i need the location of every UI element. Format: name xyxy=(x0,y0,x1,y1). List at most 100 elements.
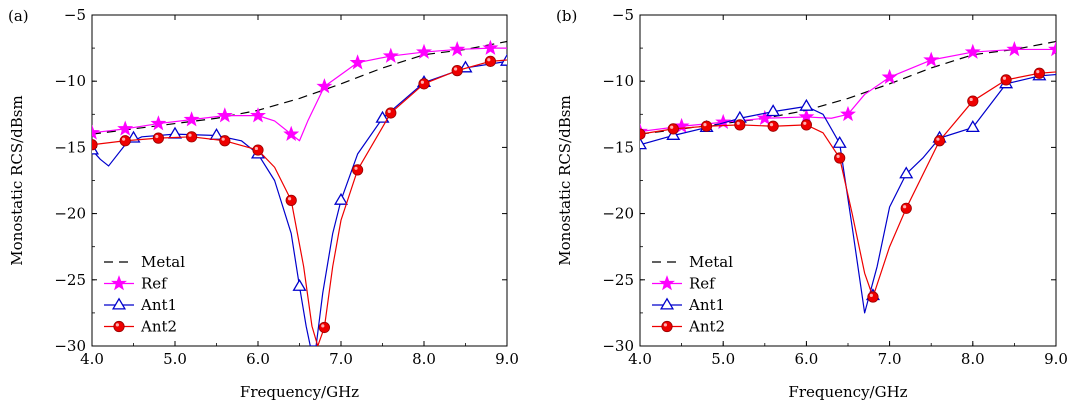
panel-b-legend-ant2-marker xyxy=(661,320,673,333)
panel-b-series-ant2-point-highlight xyxy=(736,121,740,125)
panel-a-x-tick-label: 7.0 xyxy=(329,350,353,368)
panel-b-series-ref-point xyxy=(840,105,856,122)
panel-b-x-tick-label: 8.0 xyxy=(961,350,985,368)
chart-panel-b: 4.0 5.0 6.0 7.0 8.0 9.0 −5 −10 −15 −20 −25 −30 Frequ… xyxy=(556,6,1068,401)
panel-b-legend-ref-label: Ref xyxy=(689,275,716,293)
panel-b-series-ant2-point xyxy=(967,95,979,107)
panel-a-legend: Metal Ref Ant1 Ant2 xyxy=(104,253,185,336)
panel-a-series-ant2-point-highlight xyxy=(122,137,126,141)
panel-b-x-axis-label: Frequency/GHz xyxy=(788,383,907,401)
panel-b-series-ant2-point-highlight xyxy=(869,293,873,298)
panel-b-panel-label: (b) xyxy=(556,7,577,25)
panel-a-series-ref-point xyxy=(416,43,432,59)
panel-a-series-ant2-point xyxy=(219,135,231,147)
panel-a-series-ref-point xyxy=(183,111,200,127)
panel-b-series-ref-point xyxy=(673,117,690,133)
panel-b-series-ant2-point xyxy=(734,119,746,131)
panel-b-series-ant1-point xyxy=(832,135,847,148)
panel-a-y-tick-label: −10 xyxy=(54,72,86,90)
panel-a-y-tick-label: −15 xyxy=(54,138,86,156)
panel-a-series-ref-line xyxy=(92,47,507,142)
panel-b-legend: Metal Ref Ant1 Ant2 xyxy=(652,253,733,336)
panel-b-y-tick-label: −10 xyxy=(602,72,634,90)
panel-a-series-ref-point xyxy=(316,78,333,94)
panel-b-series-ant2-point xyxy=(933,135,946,147)
panel-a-series-ant2-point-highlight xyxy=(321,324,325,328)
panel-a-legend-ref-marker xyxy=(111,275,127,291)
panel-a-series-ant2-point-highlight xyxy=(155,134,159,139)
panel-a-series-ant2-point xyxy=(451,65,463,77)
panel-a-legend-ant2-label: Ant2 xyxy=(140,318,177,336)
panel-b-series-ant2-point-highlight xyxy=(803,121,807,125)
panel-b-series-ant1-point xyxy=(766,104,781,117)
panel-b-series-ant2-point-highlight xyxy=(1002,76,1007,80)
panel-a-series-ant2-point xyxy=(484,55,496,67)
panel-b-y-tick-label: −5 xyxy=(612,6,634,24)
panel-a-legend-metal-label: Metal xyxy=(141,253,185,271)
panel-a-series-ref-point xyxy=(283,125,300,141)
panel-a-x-tick-label: 8.0 xyxy=(412,350,436,368)
panel-a-series-ant1-point xyxy=(167,126,183,139)
panel-a-series-ref-point xyxy=(250,107,266,123)
panel-b-series-ref-point xyxy=(1048,41,1056,57)
panel-b-series-ref-line xyxy=(640,48,1056,133)
panel-a-series-ref-point xyxy=(117,120,134,136)
panel-a-panel-label: (a) xyxy=(8,7,29,25)
panel-a-series-ant2-point-highlight xyxy=(420,80,424,84)
panel-a-series-ant2-point-highlight xyxy=(288,197,292,201)
panel-a-legend-ref-label: Ref xyxy=(141,275,168,293)
panel-b-series-ant2-point-highlight xyxy=(1036,70,1040,74)
panel-b-y-tick-label: −25 xyxy=(602,271,634,289)
panel-b-series-ant2-point xyxy=(767,120,779,132)
panel-a-series-ref-point xyxy=(382,47,399,63)
panel-b-series-ant2-point-highlight xyxy=(836,154,840,158)
panel-a-legend-ant2-marker-highlight xyxy=(115,323,119,327)
panel-a-legend-ant1-label: Ant1 xyxy=(140,296,177,314)
panel-a-series-ant2-point xyxy=(119,135,131,147)
panel-a-x-tick-label: 5.0 xyxy=(163,350,187,368)
panel-b-series-ant2-point-highlight xyxy=(670,125,674,129)
panel-a-series-ant1-point xyxy=(292,278,307,291)
panel-a-series-ant2-point xyxy=(351,164,364,176)
panel-a-y-tick-label: −30 xyxy=(54,337,86,355)
panel-a-series-ant2-point xyxy=(385,107,397,119)
panel-b-x-tick-label: 6.0 xyxy=(794,350,818,368)
panel-b-series-ref-point xyxy=(1006,41,1023,57)
panel-a-series-ref-point xyxy=(150,115,167,131)
panel-b-y-tick-label: −15 xyxy=(602,138,634,156)
panel-b-legend-ant2-label: Ant2 xyxy=(688,318,725,336)
panel-b-series-ant2-point-highlight xyxy=(703,123,707,127)
panel-b-series-ant1-point xyxy=(965,120,980,133)
panel-a-series-ant2-point xyxy=(186,131,198,143)
panel-b-x-tick-label: 4.0 xyxy=(628,350,652,368)
panel-a-series-ref-point xyxy=(449,41,466,57)
panel-b-series-ant2-point xyxy=(800,119,813,131)
panel-b-legend-ant2-marker-highlight xyxy=(663,323,668,327)
panel-b-legend-metal-label: Metal xyxy=(689,253,733,271)
panel-b-plot-area xyxy=(640,40,1056,314)
panel-b-legend-ant1-label: Ant1 xyxy=(688,296,725,314)
panel-a-series-ant2-point xyxy=(92,139,98,151)
panel-b-y-axis-label: Monostatic RCS/dBsm xyxy=(556,95,574,265)
panel-a-series-ant1-point xyxy=(333,192,349,205)
panel-b-series-ref-point xyxy=(881,68,898,85)
panel-b-series-ant2-point xyxy=(640,128,646,140)
panel-b-y-tick-label: −30 xyxy=(602,337,634,355)
panel-b-series-ant2-point-highlight xyxy=(903,205,907,209)
panel-b-series-ref-point xyxy=(964,43,981,59)
panel-a-series-ant2-point-highlight xyxy=(254,146,258,151)
panel-a-series-ant2-point-highlight xyxy=(221,137,225,141)
panel-a-x-tick-label: 9.0 xyxy=(495,350,519,368)
panel-a-series-ant1-point xyxy=(375,110,390,123)
panel-b-series-ant2-point xyxy=(667,123,679,135)
panel-b-series-ant2-point xyxy=(700,120,713,132)
chart-panel-a: 4.0 5.0 6.0 7.0 8.0 9.0 −5 −10 −15 −20 −25 −30 Frequ… xyxy=(8,6,519,401)
panel-a-series-ant2-point-highlight xyxy=(188,133,192,137)
panel-a-series-ref-point xyxy=(349,54,366,70)
panel-a-series-ref-point xyxy=(482,39,499,55)
panel-a-y-tick-label: −20 xyxy=(54,205,86,223)
panel-b-x-tick-label: 7.0 xyxy=(878,350,902,368)
panel-b-series-ant1-point xyxy=(640,137,648,150)
panel-a-series-ant2-point xyxy=(418,78,430,90)
panel-b-series-ant2-point xyxy=(900,202,912,214)
